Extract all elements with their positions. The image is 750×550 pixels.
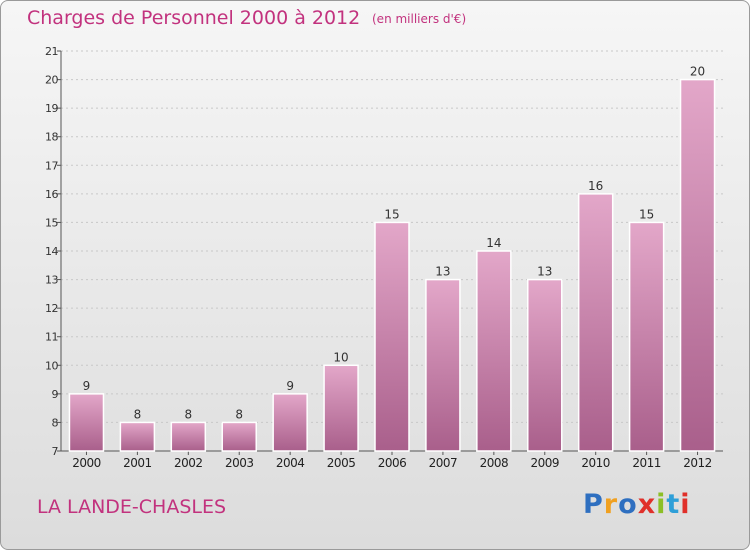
y-tick-label: 15 <box>45 216 58 229</box>
x-tick-label: 2004 <box>276 456 305 470</box>
bar-value-label: 16 <box>588 179 603 193</box>
x-tick-label: 2000 <box>72 456 101 470</box>
y-tick-label: 9 <box>52 388 59 401</box>
bar <box>628 221 665 452</box>
bar-value-label: 13 <box>537 265 552 279</box>
proxiti-logo[interactable]: Proxiti <box>583 489 691 520</box>
commune-name: LA LANDE-CHASLES <box>37 496 227 518</box>
y-tick-label: 12 <box>45 302 58 315</box>
logo-letter: x <box>637 489 657 520</box>
bar <box>577 193 614 452</box>
bar <box>527 278 563 452</box>
bar-value-label: 9 <box>286 379 294 393</box>
x-tick-label: 2011 <box>632 456 661 470</box>
bar <box>476 250 512 452</box>
x-tick-label: 2012 <box>683 456 712 470</box>
x-tick-label: 2008 <box>480 456 509 470</box>
logo-letter: i <box>656 489 667 520</box>
bar-value-label: 8 <box>235 407 243 421</box>
y-tick-label: 10 <box>45 359 58 372</box>
y-tick-label: 17 <box>45 159 58 172</box>
bar-value-label: 9 <box>83 379 91 393</box>
bar <box>119 421 156 452</box>
bar-value-label: 15 <box>384 207 399 221</box>
y-tick-label: 8 <box>52 416 59 429</box>
bar <box>272 393 308 452</box>
x-tick-label: 2007 <box>429 456 458 470</box>
bar-value-label: 13 <box>435 265 450 279</box>
y-tick-label: 11 <box>45 331 58 344</box>
chart-subtitle: (en milliers d'€) <box>372 12 467 26</box>
y-tick-label: 19 <box>45 102 58 115</box>
logo-letter: i <box>680 489 691 520</box>
bar-value-label: 8 <box>134 407 142 421</box>
bar <box>425 278 461 452</box>
bar <box>221 421 257 452</box>
x-tick-label: 2006 <box>378 456 407 470</box>
bar <box>170 421 207 452</box>
bar-value-label: 10 <box>333 350 348 364</box>
bar-value-label: 15 <box>639 207 654 221</box>
bar <box>679 78 716 452</box>
y-tick-label: 14 <box>45 245 58 258</box>
y-tick-label: 20 <box>45 74 58 87</box>
logo-letter: o <box>618 489 638 520</box>
y-tick-label: 7 <box>52 445 59 458</box>
y-tick-label: 13 <box>45 274 58 287</box>
bar-value-label: 8 <box>184 407 192 421</box>
bar <box>68 393 105 452</box>
bar <box>374 221 410 452</box>
y-tick-label: 18 <box>45 131 58 144</box>
labels: 7 8 9 10 11 12 13 14 15 16 17 18 19 20 21 2000 9 2001 8 200… <box>45 45 712 470</box>
chart-title: Charges de Personnel 2000 à 2012 <box>27 7 361 29</box>
y-tick-label: 16 <box>45 188 58 201</box>
bar <box>323 364 359 452</box>
logo-letter: P <box>583 489 604 520</box>
y-tick-label: 21 <box>45 45 58 58</box>
bars <box>68 78 716 452</box>
bar-value-label: 20 <box>690 65 705 79</box>
x-tick-label: 2003 <box>225 456 254 470</box>
bar-value-label: 14 <box>486 236 501 250</box>
logo-letter: r <box>603 489 619 520</box>
x-tick-label: 2005 <box>327 456 356 470</box>
x-tick-label: 2010 <box>581 456 610 470</box>
x-tick-label: 2001 <box>123 456 152 470</box>
x-tick-label: 2002 <box>174 456 203 470</box>
logo-letter: t <box>666 489 681 520</box>
x-tick-label: 2009 <box>530 456 559 470</box>
